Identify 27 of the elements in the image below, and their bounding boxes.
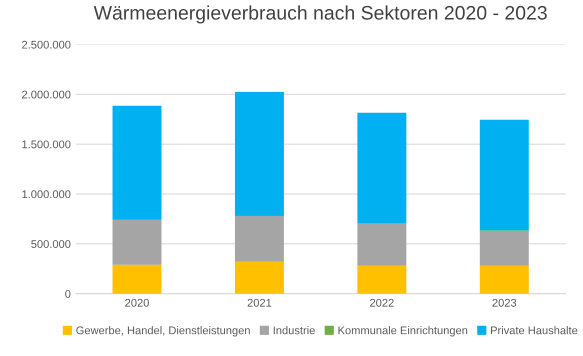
bar	[357, 224, 406, 266]
bar	[357, 112, 406, 224]
x-tick-label: 2020	[125, 298, 149, 307]
y-tick-label: 0	[65, 290, 70, 298]
legend-label: Gewerbe, Handel, Dienstleistungen	[76, 326, 250, 336]
bar	[480, 120, 529, 230]
y-tick-label: 1.500.000	[22, 140, 70, 148]
y-tick-label: 2.500.000	[22, 40, 70, 49]
bar	[112, 264, 162, 294]
legend-label: Industrie	[274, 326, 315, 334]
y-tick-label: 1.000.000	[22, 190, 70, 198]
bar	[234, 262, 284, 294]
bar	[357, 266, 406, 294]
bar	[234, 92, 284, 216]
bar	[112, 106, 162, 220]
x-tick-label: 2021	[248, 298, 272, 307]
bar	[112, 220, 162, 265]
y-tick-label: 2.000.000	[22, 90, 70, 98]
bar	[480, 230, 529, 266]
x-tick-label: 2023	[492, 298, 516, 307]
x-tick-label: 2022	[370, 298, 394, 307]
y-tick-label: 500.000	[31, 240, 70, 248]
chart-title: Wärmeenergieverbrauch nach Sektoren 2020 - 2023	[94, 5, 547, 24]
legend-label: Kommunale Einrichtungen	[338, 326, 468, 336]
bar	[480, 266, 529, 294]
bar	[234, 216, 284, 262]
legend-label: Private Haushalte	[491, 326, 578, 334]
